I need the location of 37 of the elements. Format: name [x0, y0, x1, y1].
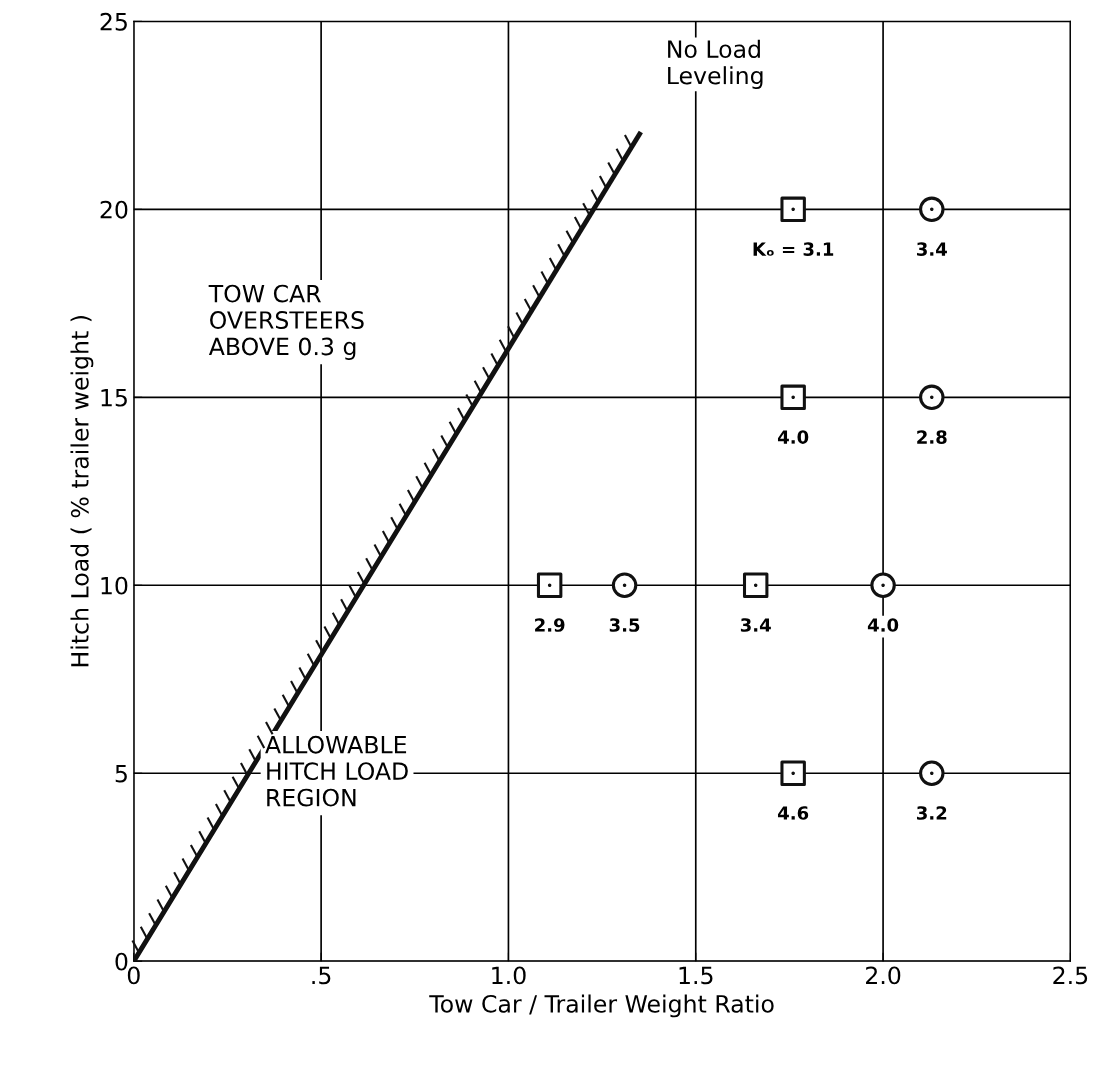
annotation: TOW CAR OVERSTEERS ABOVE 0.3 g — [208, 284, 364, 360]
x-tick-label: .5 — [312, 966, 331, 985]
x-tick-label: 2.5 — [1053, 966, 1088, 985]
x-tick-label: 1.5 — [679, 966, 713, 985]
point — [536, 572, 563, 598]
point — [611, 572, 638, 598]
x-tick-label: 2.0 — [866, 966, 901, 985]
annotation: 2.8 — [917, 430, 947, 444]
y-tick-label: 20 — [100, 200, 128, 219]
y-tick-label: 10 — [101, 576, 128, 595]
point — [742, 572, 769, 598]
point — [780, 384, 806, 411]
annotation: 2.9 — [535, 618, 565, 632]
x-axis-title: Tow Car / Trailer Weight Ratio — [429, 994, 774, 1018]
point — [919, 196, 945, 223]
annotation: 3.4 — [740, 618, 771, 632]
y-tick-label: 15 — [101, 389, 127, 407]
point — [780, 196, 806, 223]
point — [919, 384, 945, 411]
x-tick-label: 0 — [127, 966, 140, 985]
point — [780, 760, 806, 786]
x-tick-label: 1.0 — [492, 966, 526, 985]
annotation: 3.5 — [609, 618, 640, 632]
annotation: 3.4 — [917, 242, 947, 256]
y-tick-label: 5 — [115, 764, 127, 783]
annotation: ALLOWABLE HITCH LOAD REGION — [265, 735, 408, 807]
y-tick-label: 0 — [115, 952, 128, 971]
y-tick-label: 25 — [100, 12, 127, 31]
annotation: 3.2 — [917, 806, 947, 820]
annotation: No Load Leveling — [668, 39, 763, 90]
annotation: 4.0 — [867, 618, 899, 632]
annotation: 4.6 — [777, 806, 809, 820]
y-axis-title: Hitch Load ( % trailer weight ) — [70, 316, 94, 667]
annotation: 4.0 — [777, 430, 809, 444]
point — [870, 572, 896, 598]
annotation: Kₒ = 3.1 — [753, 242, 834, 256]
point — [919, 760, 945, 786]
